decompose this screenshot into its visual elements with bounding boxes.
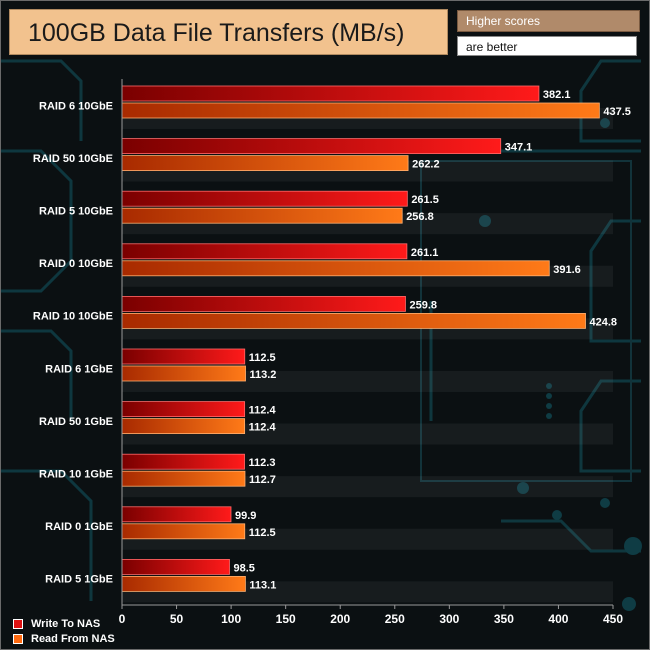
legend-item-read: Read From NAS (13, 633, 115, 645)
bar-write (121, 348, 246, 365)
data-label: 112.3 (249, 457, 276, 469)
data-label: 437.5 (603, 106, 631, 118)
x-tick-label: 100 (221, 612, 241, 626)
bar-read (121, 523, 246, 540)
data-label: 112.4 (249, 422, 277, 434)
bar-read (121, 576, 246, 592)
x-tick-label: 400 (548, 612, 568, 626)
bar-read (121, 207, 403, 224)
data-label: 99.9 (235, 510, 256, 522)
data-label: 424.8 (590, 316, 618, 328)
category-label: RAID 5 10GbE (39, 206, 113, 218)
bar-read (121, 260, 550, 277)
higher-scores-box: Higher scores (457, 10, 640, 32)
are-better-text: are better (466, 40, 518, 54)
data-label: 112.4 (249, 405, 277, 417)
x-tick-label: 250 (385, 612, 405, 626)
x-tick-label: 0 (119, 612, 126, 626)
x-tick-label: 200 (330, 612, 350, 626)
bar-read (121, 155, 409, 172)
data-label: 112.7 (249, 474, 276, 486)
category-label: RAID 10 10GbE (33, 311, 113, 323)
higher-scores-text: Higher scores (466, 14, 541, 28)
are-better-box: are better (457, 36, 637, 56)
legend-label-read: Read From NAS (31, 633, 115, 645)
category-label: RAID 10 1GbE (39, 469, 113, 481)
legend-swatch-write (13, 619, 23, 630)
bar-write (121, 85, 540, 102)
category-label: RAID 0 1GbE (45, 521, 113, 533)
bar-read (121, 102, 600, 119)
chart-title: 100GB Data File Transfers (MB/s) (28, 19, 405, 47)
bar-write (121, 401, 246, 418)
data-label: 256.8 (406, 211, 434, 223)
legend-label-write: Write To NAS (31, 618, 101, 630)
data-label: 113.2 (250, 369, 277, 381)
data-label: 262.2 (412, 159, 440, 171)
bar-write (121, 559, 230, 575)
data-label: 259.8 (409, 299, 437, 311)
x-tick-label: 150 (276, 612, 296, 626)
data-label: 382.1 (543, 89, 571, 101)
bar-read (121, 418, 246, 435)
bar-read (121, 470, 246, 487)
category-label: RAID 50 10GbE (33, 153, 113, 165)
data-label: 261.5 (411, 194, 439, 206)
data-label: 112.5 (249, 352, 276, 364)
bar-write (121, 453, 245, 470)
legend-item-write: Write To NAS (13, 618, 100, 630)
bar-write (121, 190, 408, 207)
bar-write (121, 506, 232, 523)
data-label: 113.1 (249, 579, 276, 591)
data-label: 98.5 (233, 562, 254, 574)
category-label: RAID 5 1GbE (45, 574, 113, 586)
bar-write (121, 138, 502, 155)
data-label: 347.1 (505, 142, 533, 154)
data-label: 261.1 (411, 247, 439, 259)
data-label: 112.5 (249, 527, 276, 539)
legend-swatch-read (13, 634, 23, 645)
x-tick-label: 50 (170, 612, 184, 626)
data-label: 391.6 (553, 264, 581, 276)
title-box: 100GB Data File Transfers (MB/s) (9, 9, 448, 55)
bar-write (121, 243, 408, 260)
bar-read (121, 365, 246, 382)
category-label: RAID 6 10GbE (39, 100, 113, 112)
bar-read (121, 312, 586, 329)
x-tick-label: 450 (603, 612, 623, 626)
bar-write (121, 295, 406, 312)
category-label: RAID 0 10GbE (39, 258, 113, 270)
category-label: RAID 50 1GbE (39, 416, 113, 428)
x-tick-label: 350 (494, 612, 514, 626)
x-tick-label: 300 (439, 612, 459, 626)
category-label: RAID 6 1GbE (45, 363, 113, 375)
